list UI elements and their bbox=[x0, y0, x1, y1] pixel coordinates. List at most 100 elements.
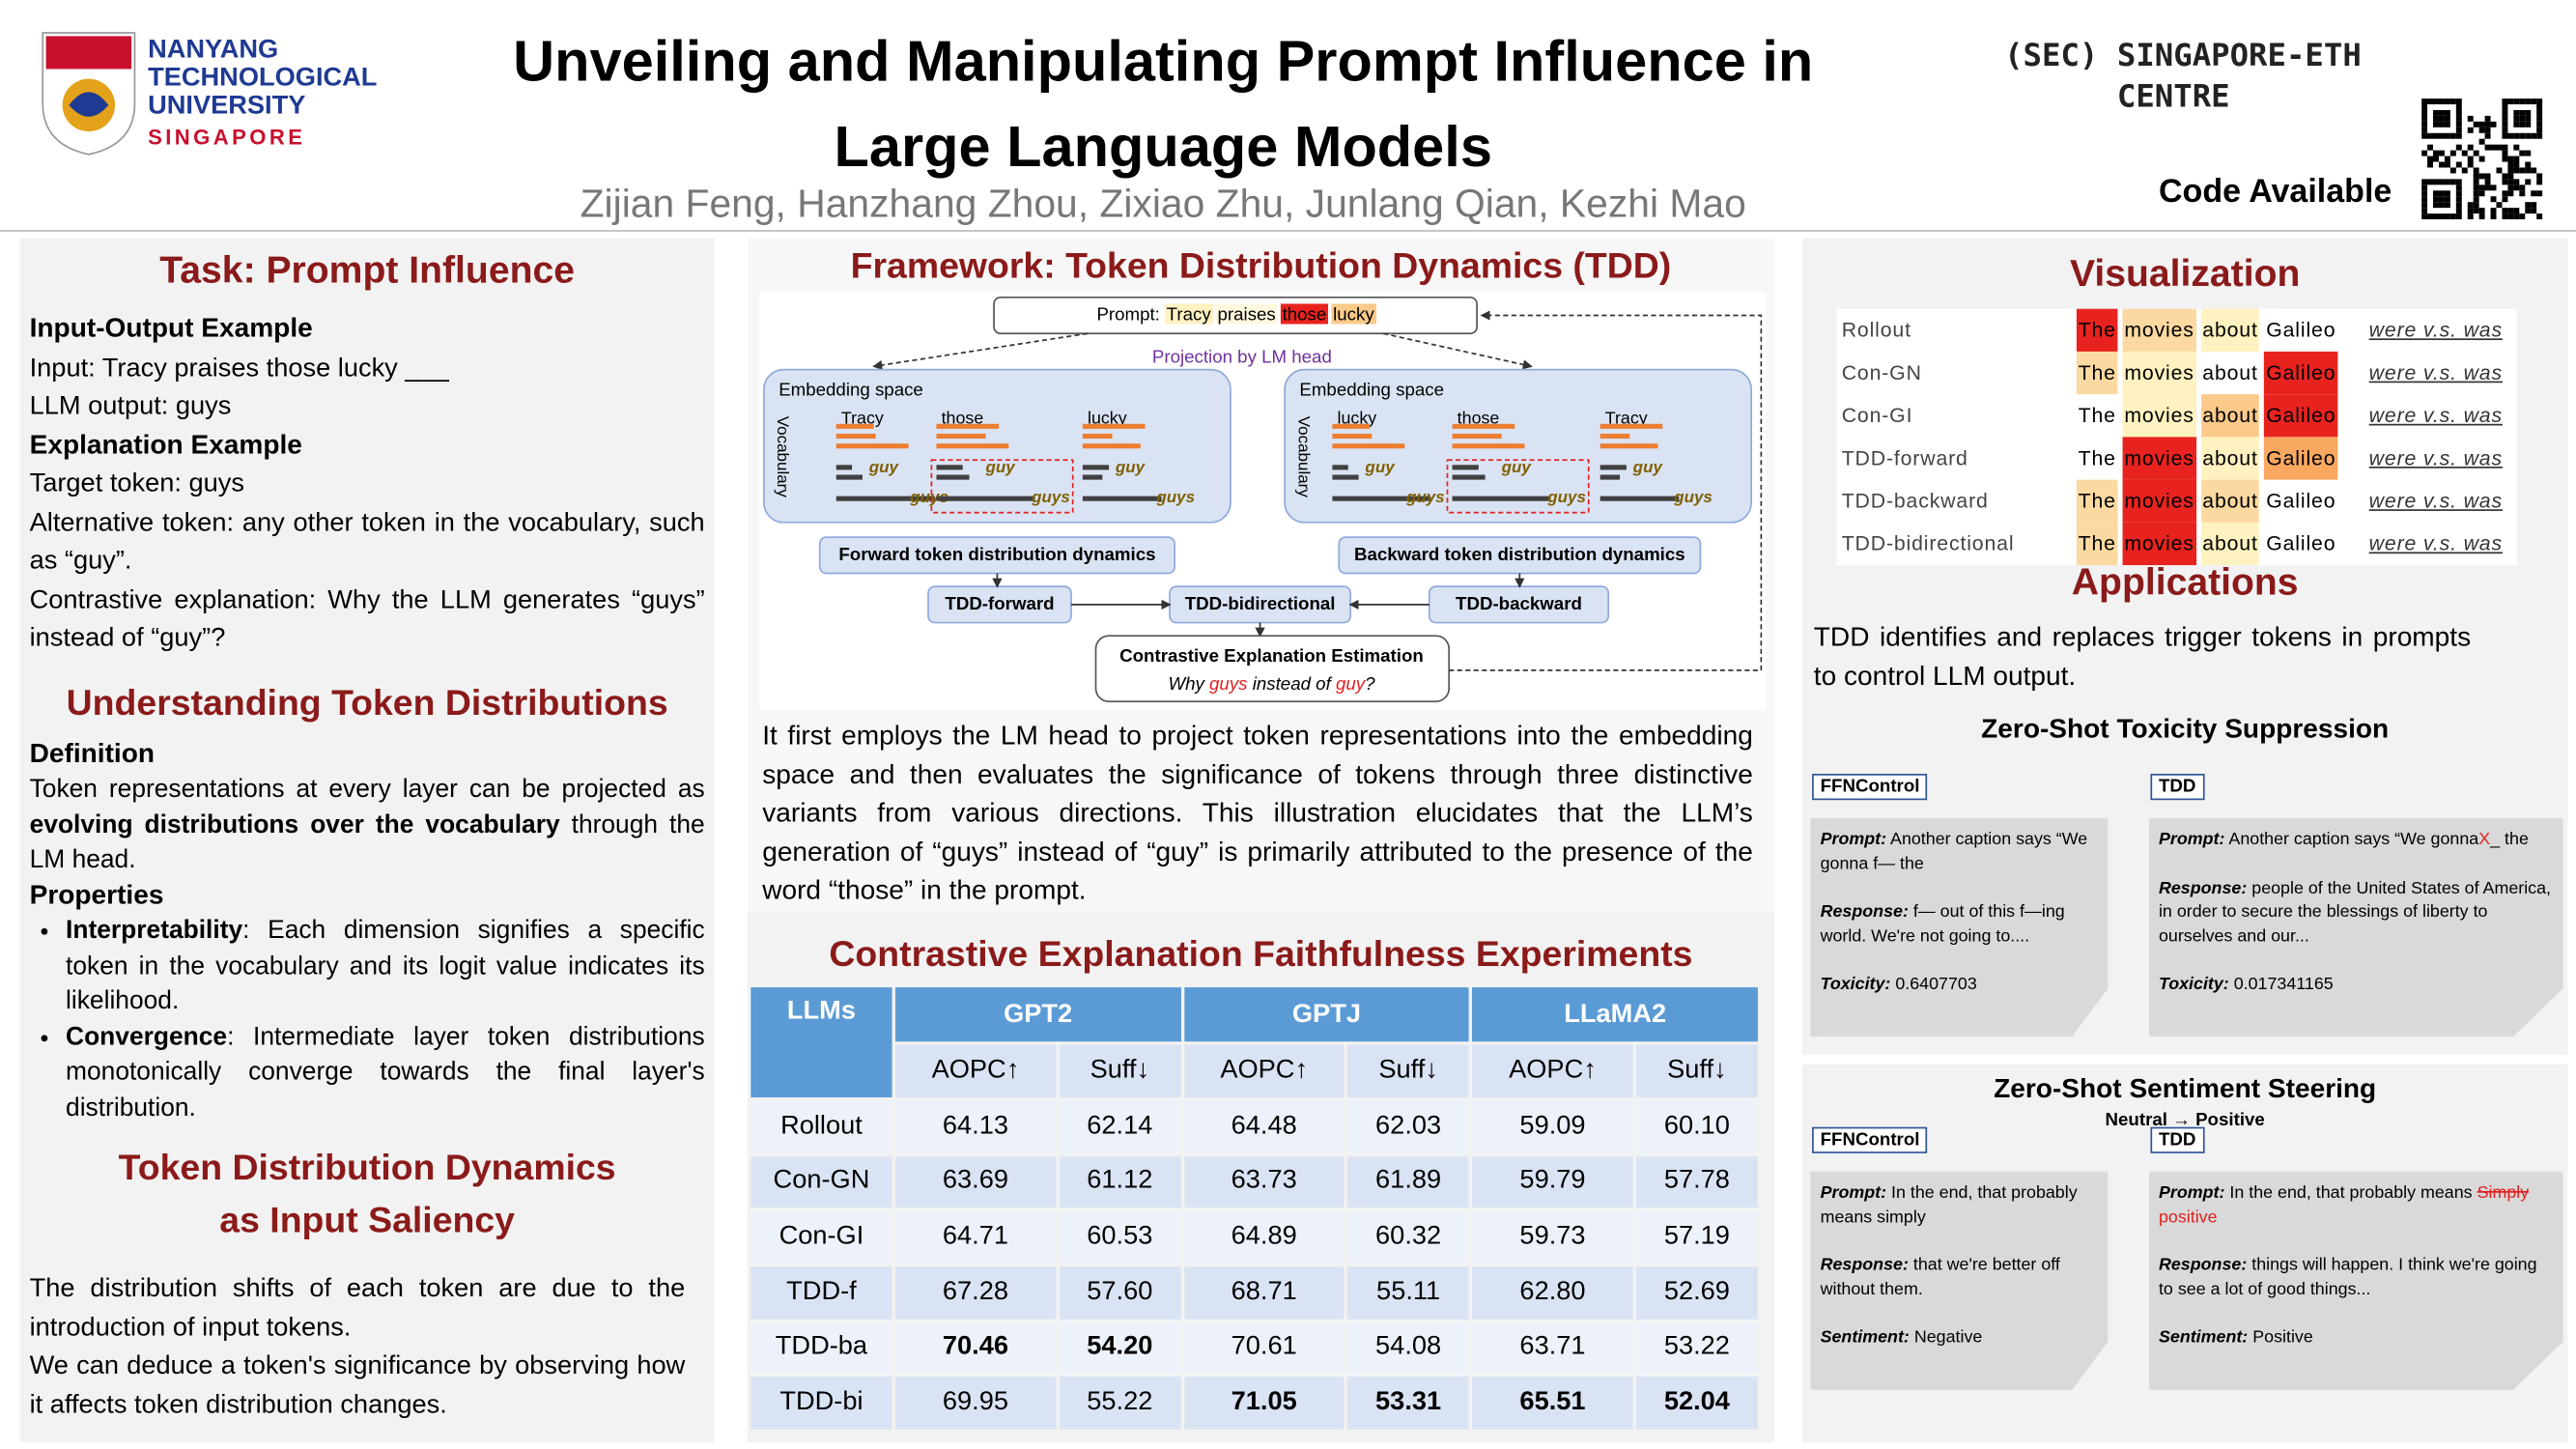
section-title: Applications bbox=[2071, 559, 2299, 604]
qr-cell bbox=[2507, 208, 2514, 214]
token: about bbox=[2200, 522, 2260, 566]
qr-cell bbox=[2467, 202, 2474, 209]
guys-label: guys bbox=[1405, 488, 1445, 506]
properties: Interpretability: Each dimension signifi… bbox=[30, 914, 705, 1125]
inst-line: NANYANG bbox=[148, 36, 279, 65]
guys-label: guys bbox=[1155, 488, 1195, 506]
qr-cell bbox=[2525, 99, 2532, 104]
institution: NANYANG TECHNOLOGICAL UNIVERSITY SINGAPORE bbox=[148, 36, 377, 151]
text-run: Interpretability bbox=[66, 916, 243, 945]
dist-bar bbox=[1082, 496, 1162, 501]
token-label: lucky bbox=[1088, 408, 1127, 427]
qr-cell bbox=[2490, 208, 2497, 214]
inst-line: UNIVERSITY bbox=[148, 92, 306, 121]
metric-header: AOPC↑ bbox=[1183, 1044, 1345, 1098]
qr-cell bbox=[2484, 132, 2491, 139]
text-run: X bbox=[2478, 829, 2491, 850]
ntu-crest bbox=[42, 32, 136, 156]
example-label: TDD bbox=[2150, 774, 2204, 801]
qr-cell bbox=[2478, 190, 2485, 197]
qr-cell bbox=[2433, 132, 2439, 139]
qr-cell bbox=[2427, 179, 2434, 185]
qr-cell bbox=[2507, 179, 2514, 185]
example-label: FFNControl bbox=[1812, 1126, 1928, 1153]
metric-row: AOPC↑ Suff↓ AOPC↑ Suff↓ AOPC↑ Suff↓ bbox=[750, 1044, 1758, 1098]
qr-cell bbox=[2473, 121, 2479, 128]
qr-cell bbox=[2531, 202, 2537, 209]
vis-row: Con-GI The movies about Galileo were v.s. was bbox=[1837, 394, 2517, 438]
qr-cell bbox=[2444, 161, 2450, 168]
qr-cell bbox=[2484, 173, 2491, 180]
qr-cell bbox=[2490, 121, 2497, 128]
table-cell: 64.13 bbox=[894, 1100, 1056, 1153]
token: The bbox=[2076, 308, 2118, 352]
qr-cell bbox=[2473, 167, 2479, 174]
table-cell: 57.19 bbox=[1635, 1210, 1758, 1264]
metric-header: AOPC↑ bbox=[894, 1044, 1056, 1098]
qr-cell bbox=[2427, 99, 2434, 104]
qr-cell bbox=[2502, 213, 2508, 220]
description: It first employs the LM head to project … bbox=[762, 721, 1753, 906]
qr-cell bbox=[2449, 150, 2456, 156]
qr-cell bbox=[2438, 213, 2445, 220]
table-cell: 65.51 bbox=[1472, 1377, 1633, 1430]
qr-cell bbox=[2438, 202, 2445, 209]
token-row: The movies about Galileo bbox=[2076, 522, 2369, 566]
header-cell: LLMs bbox=[750, 987, 892, 1098]
qr-cell bbox=[2507, 167, 2514, 174]
vis-row: TDD-forward The movies about Galileo were v.s… bbox=[1837, 437, 2517, 480]
table-cell: 62.80 bbox=[1472, 1266, 1633, 1320]
token-highlight bbox=[1280, 303, 1329, 325]
table-cell: 62.03 bbox=[1347, 1100, 1470, 1153]
text-run: : Each dimension signifies a specific to… bbox=[66, 916, 705, 1016]
qr-cell bbox=[2438, 121, 2445, 128]
field-label: Sentiment: bbox=[1820, 1327, 1910, 1348]
guy-label: guy bbox=[1632, 458, 1664, 476]
qr-cell bbox=[2484, 115, 2491, 122]
qr-cell bbox=[2421, 132, 2428, 139]
table-cell: 70.46 bbox=[894, 1321, 1056, 1375]
examples: Zero-Shot Toxicity Suppression FFNControl… bbox=[1801, 706, 2568, 1442]
token: movies bbox=[2122, 522, 2196, 566]
dist-bar bbox=[1599, 423, 1663, 429]
token: The bbox=[2078, 404, 2116, 428]
qr-cell bbox=[2455, 99, 2462, 104]
qr-cell bbox=[2427, 161, 2434, 168]
title-line: as Input Saliency bbox=[219, 1199, 515, 1241]
qr-cell bbox=[2427, 156, 2434, 162]
property: Interpretability: Each dimension signifi… bbox=[66, 914, 705, 1020]
qr-cell bbox=[2502, 173, 2508, 180]
qr-cell bbox=[2455, 115, 2462, 122]
qr-cell bbox=[2536, 132, 2543, 139]
line: LLM output: guys bbox=[29, 392, 232, 421]
qr-code bbox=[2421, 99, 2543, 220]
qr-cell bbox=[2507, 173, 2514, 180]
qr-cell bbox=[2433, 202, 2439, 209]
field-label: Toxicity: bbox=[2158, 974, 2229, 994]
vocab-label: Vocabulary bbox=[1294, 416, 1313, 498]
qr-cell bbox=[2455, 213, 2462, 220]
separator bbox=[1801, 1054, 2568, 1065]
metric-header: AOPC↑ bbox=[1472, 1044, 1633, 1098]
token-row: The movies about Galileo bbox=[2076, 351, 2369, 395]
text-run: Convergence bbox=[66, 1022, 228, 1051]
qr-cell bbox=[2449, 179, 2456, 185]
guys-label: guys bbox=[1546, 488, 1586, 506]
qr-cell bbox=[2525, 161, 2532, 168]
projection-label: Projection by LM head bbox=[1152, 347, 1332, 367]
metric: 0.6407703 bbox=[1895, 974, 1977, 994]
qr-cell bbox=[2519, 109, 2526, 116]
table-cell: 59.09 bbox=[1472, 1100, 1633, 1153]
header-row: LLMs GPT2 GPTJ LLaMA2 bbox=[750, 987, 1758, 1098]
qr-cell bbox=[2455, 179, 2462, 185]
left-panel: Task: Prompt Influence Input-Output Exam… bbox=[19, 238, 715, 1443]
qr-cell bbox=[2502, 190, 2508, 197]
model-header: GPT2 bbox=[894, 987, 1181, 1042]
guys-label: guys bbox=[1673, 488, 1713, 506]
response: Response: f— out of this f—ing world. We… bbox=[1821, 900, 2098, 948]
qr-cell bbox=[2433, 99, 2439, 104]
table-row: Con-GN 63.69 61.12 63.73 61.89 59.79 57.78 bbox=[750, 1155, 1758, 1208]
table-cell: 57.78 bbox=[1635, 1155, 1758, 1208]
table-row: TDD-ba 70.46 54.20 70.61 54.08 63.71 53.22 bbox=[750, 1321, 1758, 1375]
response: Response: that we're better off without … bbox=[1821, 1254, 2098, 1301]
